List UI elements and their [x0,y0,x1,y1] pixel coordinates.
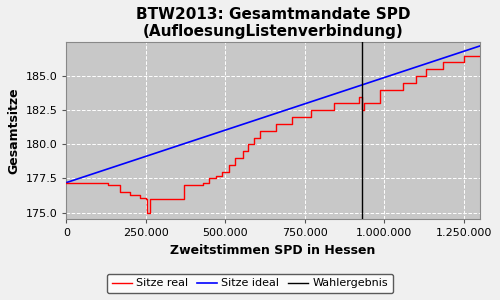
X-axis label: Zweitstimmen SPD in Hessen: Zweitstimmen SPD in Hessen [170,244,376,257]
Legend: Sitze real, Sitze ideal, Wahlergebnis: Sitze real, Sitze ideal, Wahlergebnis [107,274,393,293]
Y-axis label: Gesamtsitze: Gesamtsitze [7,87,20,174]
Sitze real [308,115,314,119]
Sitze real [190,184,196,187]
Sitze real [144,197,150,201]
Sitze real [477,54,483,57]
Sitze real [64,181,70,184]
Sitze real [200,181,206,184]
Sitze real [461,54,467,57]
Sitze real [477,54,483,57]
Sitze real [144,211,150,214]
Sitze real [422,74,428,78]
Title: BTW2013: Gesamtmandate SPD
(AufloesungListenverbindung): BTW2013: Gesamtmandate SPD (AufloesungLi… [136,7,410,39]
Line: Sitze real: Sitze real [66,56,480,213]
